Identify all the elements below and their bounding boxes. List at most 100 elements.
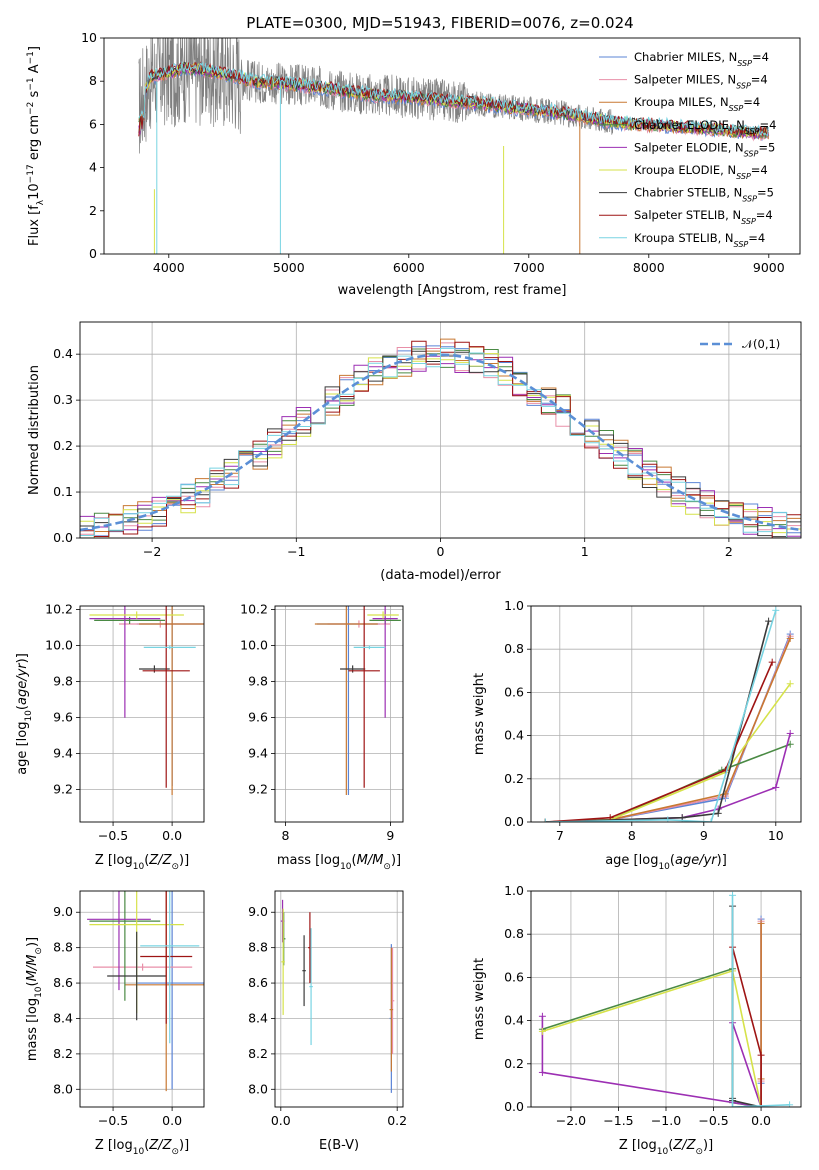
x-tick-label: 7 [556,828,564,843]
x-tick-label: 0.0 [162,828,182,843]
x-tick-label: 0.0 [162,1113,182,1128]
x-tick-label: 2 [725,544,733,559]
mass-weight-line [542,969,762,1107]
axes-mass_vs_EBV: 0.0 0.2 8.0 8.2 8.4 8.6 8.8 9.0 [248,890,407,1128]
legend-label: Kroupa STELIB, NSSP=4 [634,231,765,249]
x-tick-label: 9 [700,828,708,843]
y-axis-label: mass weight [472,673,487,755]
mass-weight-line [731,906,762,1107]
x-tick-label: −2 [143,544,161,559]
y-tick-label: 8.4 [248,1010,268,1025]
x-axis-label: Z [log10(Z/Z⊙)] [619,1138,713,1157]
legend-label: Salpeter ELODIE, NSSP=5 [634,140,775,158]
y-tick-label: 10.0 [45,638,73,653]
figure-title: PLATE=0300, MJD=51943, FIBERID=0076, z=0… [246,14,633,32]
y-tick-label: 9.8 [53,674,73,689]
x-tick-label: 7000 [513,260,545,275]
y-tick-label: 9.6 [53,710,73,725]
x-tick-label: 0.0 [751,1113,771,1128]
x-tick-label: −1 [287,544,305,559]
y-tick-label: 0 [89,246,97,261]
y-tick-label: 8.4 [53,1010,73,1025]
x-tick-label: −1.0 [651,1113,681,1128]
x-tick-label: 6000 [393,260,425,275]
mass-weight-line [545,610,777,822]
y-tick-label: 8.2 [248,1046,268,1061]
x-axis-label: age [log10(age/yr)] [605,853,727,872]
legend-label: Chabrier STELIB, NSSP=5 [634,186,774,204]
legend-label: Chabrier MILES, NSSP=4 [634,50,769,68]
x-tick-label: 8 [282,828,290,843]
y-tick-label: 10.2 [45,602,73,617]
legend-label-normal: 𝒩(0,1) [742,337,780,351]
legend-label: Kroupa ELODIE, NSSP=4 [634,163,768,181]
y-tick-label: 0.4 [504,728,524,743]
x-tick-label: 8 [628,828,636,843]
axes-spectrum: 4000 5000 6000 7000 8000 9000 0 2 4 6 8 10 Chabrier … [81,30,801,275]
legend-label: Salpeter STELIB, NSSP=4 [634,208,773,226]
x-tick-label: 9 [386,828,394,843]
x-axis-label: E(B-V) [319,1138,359,1153]
x-tick-label: 4000 [153,260,185,275]
y-tick-label: 9.4 [248,746,268,761]
y-tick-label: 0.2 [53,438,73,453]
x-tick-label: 8000 [633,260,665,275]
axes-mass_weight_vs_age: 7 8 9 10 0.0 0.2 0.4 0.6 0.8 1.0 [504,598,802,843]
y-tick-label: 8.8 [53,940,73,955]
x-tick-label: −2.0 [556,1113,586,1128]
legend-label: Chabrier ELODIE, NSSP=4 [634,118,776,136]
y-tick-label: 1.0 [504,598,524,613]
spectrum-model-line [138,61,769,137]
x-tick-label: 0 [437,544,445,559]
y-tick-label: 2 [89,203,97,218]
y-tick-label: 9.4 [53,746,73,761]
x-tick-label: 0.2 [387,1113,407,1128]
y-tick-label: 9.6 [248,710,268,725]
axes-mass_vs_Z: −0.5 0.0 8.0 8.2 8.4 8.6 8.8 9.0 [53,890,205,1128]
legend-label: Salpeter MILES, NSSP=4 [634,73,768,91]
x-tick-label: −0.5 [698,1113,728,1128]
plot-area [87,891,204,1092]
axes-frame [530,890,802,1108]
axes-frame [530,605,802,823]
axes-mass_weight_vs_Z: −2.0 −1.5 −1.0 −0.5 0.0 0.0 0.2 0.4 0.6 0.8 1.0 [504,883,802,1128]
y-tick-label: 0.8 [504,926,524,941]
y-axis-label: mass weight [472,958,487,1040]
y-tick-label: 0.2 [504,1056,524,1071]
y-tick-label: 0.4 [53,346,73,361]
plot-area [538,891,794,1107]
y-tick-label: 9.0 [53,904,73,919]
y-tick-label: 8.6 [53,975,73,990]
axes-residuals: −2 −1 0 1 2 0.0 0.1 0.2 0.3 0.4 𝒩(0,1) [53,321,802,559]
axes-frame [274,605,404,823]
mass-weight-line [545,743,791,822]
axes-frame [79,321,802,539]
y-tick-label: 8.8 [248,940,268,955]
y-tick-label: 9.2 [53,782,73,797]
y-tick-label: 10 [81,30,97,45]
y-tick-label: 0.1 [53,484,73,499]
plot-area [280,899,395,1093]
y-tick-label: 0.0 [504,814,524,829]
y-tick-label: 1.0 [504,883,524,898]
axes-frame [79,605,205,823]
y-tick-label: 6 [89,116,97,131]
x-tick-label: 0.0 [271,1113,291,1128]
y-tick-label: 0.3 [53,392,73,407]
y-axis-label: age [log10(age/yr)] [15,653,34,775]
x-tick-label: −0.5 [98,828,128,843]
histogram-step [80,347,801,538]
x-tick-label: −0.5 [98,1113,128,1128]
y-tick-label: 10.2 [240,602,268,617]
mass-weight-line [545,620,770,822]
plot-area [80,338,801,538]
plot-area [541,606,794,822]
mass-weight-line [541,1016,762,1107]
x-tick-label: −1.5 [603,1113,633,1128]
y-tick-label: 4 [89,160,97,175]
axes-age_vs_mass: 8 9 9.2 9.4 9.6 9.8 10.0 10.2 [240,602,404,843]
y-tick-label: 8 [89,73,97,88]
y-axis-label: Normed distribution [27,365,42,495]
x-tick-label: 10 [768,828,784,843]
x-axis-label: Z [log10(Z/Z⊙)] [95,853,189,872]
